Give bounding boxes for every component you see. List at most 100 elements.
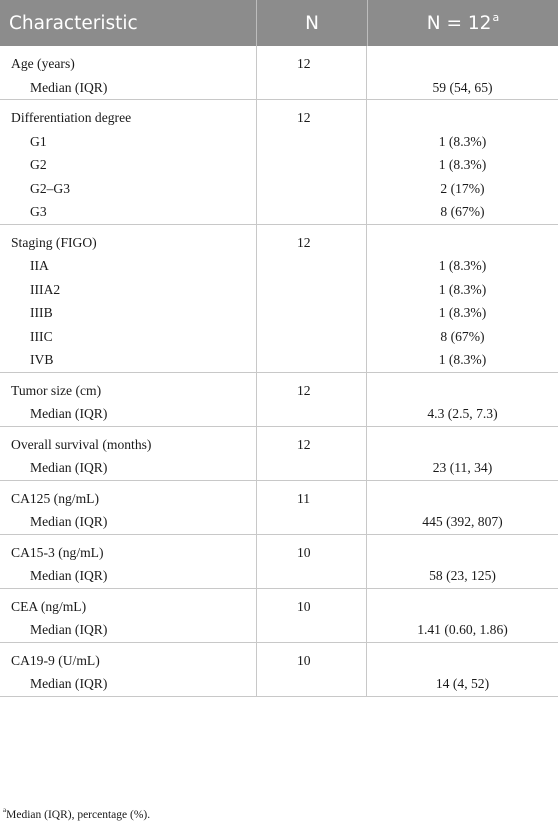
value-cell: 23 (11, 34) [367,427,558,480]
value-spacer [367,52,558,76]
row-label: Overall survival (months) [11,436,152,452]
characteristic-cell: Differentiation degree G1 G2 G2–G3 G3 [0,100,256,224]
sub-row-value: 8 (67%) [440,328,485,344]
row-label: CA15-3 (ng/mL) [11,544,104,560]
row-n: 12 [297,436,311,452]
row-label: Age (years) [11,56,75,71]
sub-row-label: Median (IQR) [30,460,108,475]
value-spacer [367,595,558,619]
sub-row-value: 59 (54, 65) [432,79,493,95]
value-cell: 4.3 (2.5, 7.3) [367,373,558,426]
n-cell: 10 [256,534,367,588]
table-row: CA19-9 (U/mL) Median (IQR) 10 14 (4, 52) [0,642,558,697]
sub-row-value: 1 (8.3%) [438,305,487,320]
row-label: Staging (FIGO) [11,234,97,250]
sub-row-value: 445 (392, 807) [422,514,503,529]
value-cell: 1 (8.3%) 1 (8.3%) 1 (8.3%) 8 (67%) 1 (8.3%) [367,225,558,372]
row-n: 11 [297,490,311,506]
sub-row-value: 14 (4, 52) [435,676,490,691]
sub-row-label: Median (IQR) [30,514,108,529]
value-spacer [367,106,558,130]
sub-row-label: Median (IQR) [30,79,108,95]
value-spacer [367,433,558,457]
characteristic-cell: Tumor size (cm) Median (IQR) [0,373,256,426]
table-row: CA125 (ng/mL) Median (IQR) 11 445 (392, 807… [0,480,558,535]
characteristic-cell: CA15-3 (ng/mL) Median (IQR) [0,535,256,588]
header-n-total: N = 12 a [367,0,558,46]
sub-row-label: IIIB [30,305,53,320]
header-n-total-label: N = 12 [426,12,492,34]
table-row: Age (years) Median (IQR) 12 59 (54, 65) [0,46,558,100]
value-cell: 445 (392, 807) [367,481,558,534]
table-header: Characteristic N N = 12 a [0,0,558,46]
value-cell: 1.41 (0.60, 1.86) [367,589,558,642]
row-label: CA19-9 (U/mL) [11,652,100,668]
row-label: CEA (ng/mL) [11,598,87,614]
value-spacer [367,231,558,255]
n-cell: 12 [256,46,367,99]
sub-row-label: IIA [30,258,49,273]
sub-row-value: 2 (17%) [440,180,485,196]
value-spacer [367,487,558,511]
row-n: 12 [297,382,311,398]
sub-row-value: 4.3 (2.5, 7.3) [427,406,498,421]
sub-row-label: Median (IQR) [30,676,108,691]
row-n: 10 [297,598,311,614]
footnote-marker: a [3,806,7,814]
row-n: 10 [297,544,311,560]
table-row: CA15-3 (ng/mL) Median (IQR) 10 58 (23, 125) [0,534,558,589]
sub-row-value: 23 (11, 34) [432,460,493,475]
value-cell: 59 (54, 65) [367,46,558,99]
sub-row-value: 1 (8.3%) [438,352,487,367]
row-label: CA125 (ng/mL) [11,490,99,506]
sub-row-value: 1 (8.3%) [438,157,487,172]
table-row: Staging (FIGO) IIA IIIA2 IIIB IIIC IVB 12 1 (8.… [0,224,558,373]
value-spacer [367,541,558,565]
header-n-label: N [305,12,319,34]
row-n: 12 [297,56,311,71]
characteristic-cell: Overall survival (months) Median (IQR) [0,427,256,480]
sub-row-label: IIIC [30,328,53,344]
characteristic-cell: CEA (ng/mL) Median (IQR) [0,589,256,642]
row-label: Differentiation degree [11,110,132,125]
table-body: Age (years) Median (IQR) 12 59 (54, 65) Diff… [0,46,558,697]
sub-row-label: G3 [30,204,47,219]
n-cell: 12 [256,100,367,224]
value-cell: 14 (4, 52) [367,643,558,696]
row-n: 12 [297,234,311,250]
n-cell: 10 [256,588,367,642]
characteristics-table: Characteristic N N = 12 a Age (years) Medi… [0,0,558,697]
sub-row-value: 58 (23, 125) [429,568,496,583]
n-cell: 12 [256,224,367,372]
header-n: N [256,0,367,46]
sub-row-label: IIIA2 [30,281,61,297]
sub-row-label: IVB [30,352,54,367]
characteristic-cell: Age (years) Median (IQR) [0,46,256,99]
n-cell: 10 [256,642,367,696]
sub-row-value: 1 (8.3%) [438,258,487,273]
characteristic-cell: Staging (FIGO) IIA IIIA2 IIIB IIIC IVB [0,225,256,372]
n-cell: 12 [256,426,367,480]
value-cell: 1 (8.3%) 1 (8.3%) 2 (17%) 8 (67%) [367,100,558,224]
header-footnote-marker: a [492,10,500,24]
sub-row-value: 8 (67%) [440,204,485,219]
header-characteristic: Characteristic [0,0,256,46]
row-n: 12 [297,110,311,125]
sub-row-label: Median (IQR) [30,568,108,583]
value-cell: 58 (23, 125) [367,535,558,588]
n-cell: 11 [256,480,367,534]
sub-row-value: 1.41 (0.60, 1.86) [417,622,508,637]
header-characteristic-label: Characteristic [9,12,138,34]
row-label: Tumor size (cm) [11,382,102,398]
footnote-text: Median (IQR), percentage (%). [6,808,151,821]
n-cell: 12 [256,372,367,426]
characteristic-cell: CA125 (ng/mL) Median (IQR) [0,481,256,534]
characteristic-cell: CA19-9 (U/mL) Median (IQR) [0,643,256,696]
sub-row-label: Median (IQR) [30,406,108,421]
sub-row-label: G1 [30,133,47,149]
table-row: Overall survival (months) Median (IQR) 12 2… [0,426,558,481]
sub-row-label: Median (IQR) [30,622,108,637]
value-spacer [367,649,558,673]
table-row: Tumor size (cm) Median (IQR) 12 4.3 (2.5, 7… [0,372,558,427]
row-n: 10 [297,652,311,668]
